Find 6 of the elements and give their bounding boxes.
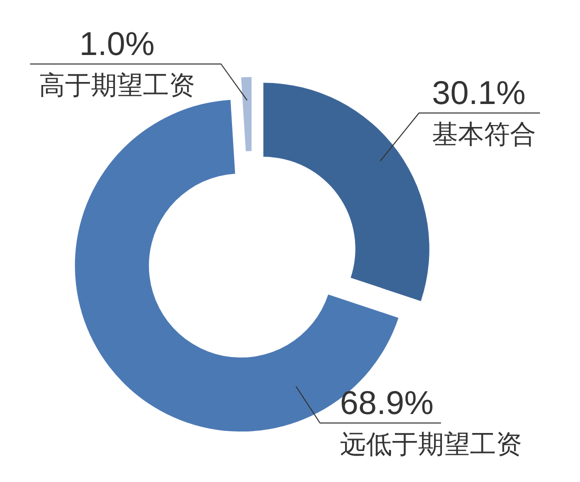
data-label: 68.9% xyxy=(340,384,434,421)
data-label: 30.1% xyxy=(432,74,526,111)
slice-label: 基本符合 xyxy=(432,119,536,149)
slice-label: 远低于期望工资 xyxy=(340,429,522,459)
slice-label: 高于期望工资 xyxy=(39,70,195,100)
data-label: 1.0% xyxy=(79,25,155,62)
